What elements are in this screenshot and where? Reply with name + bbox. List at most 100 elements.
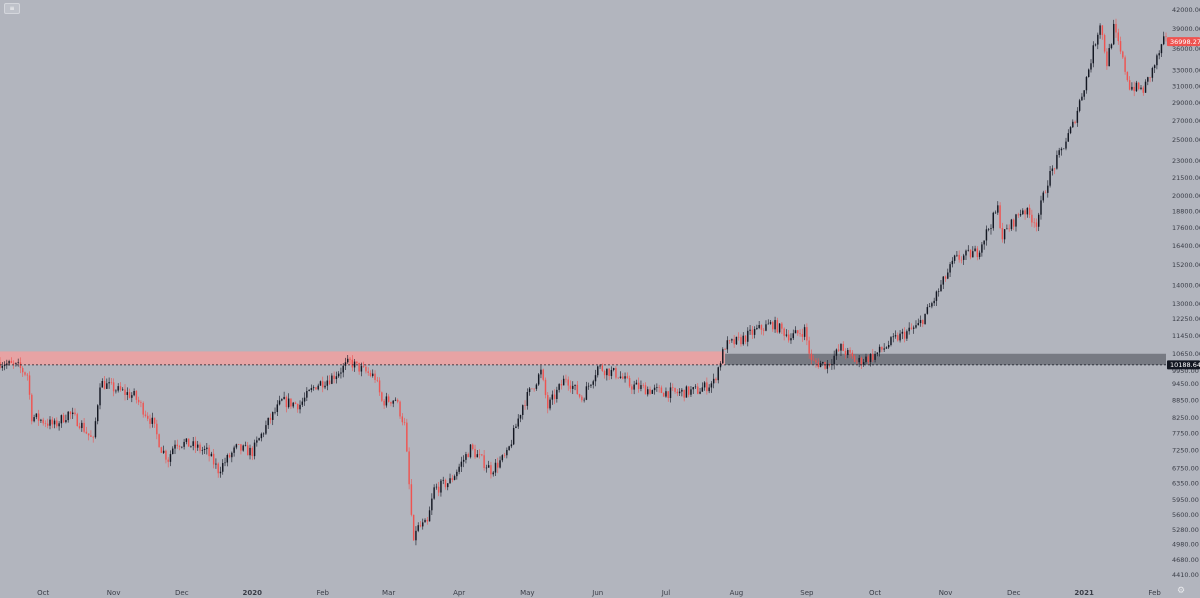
candle	[872, 348, 874, 363]
candle	[533, 388, 535, 392]
candle	[128, 388, 131, 399]
candle-body	[449, 478, 451, 484]
candle	[285, 395, 288, 413]
time-axis[interactable]: Oct Nov Dec 2020 Feb Mar Apr May Jun Jul Aug Sep Oct…	[37, 589, 1161, 597]
candle-body	[576, 384, 579, 395]
candle-body	[278, 400, 281, 405]
price-axis[interactable]: 42000.00 39000.00 36000.00 33000.00 31000.00…	[1172, 6, 1200, 579]
candle-body	[258, 438, 260, 441]
candle	[399, 400, 401, 419]
candle	[962, 253, 965, 265]
candle	[210, 451, 213, 457]
candle	[367, 367, 369, 376]
candle-body	[122, 389, 124, 391]
candle-body	[51, 419, 54, 425]
candle	[1028, 204, 1031, 219]
candle-body	[867, 356, 869, 362]
candle	[828, 363, 831, 368]
candle	[317, 383, 319, 391]
candle	[358, 362, 360, 375]
candle	[626, 372, 629, 379]
candle	[6, 359, 8, 369]
candle	[724, 347, 726, 350]
candle-body	[733, 339, 735, 345]
candle	[1078, 98, 1081, 113]
candle-body	[199, 444, 201, 451]
candle-body	[812, 359, 815, 361]
candle	[949, 262, 951, 277]
candle-body	[1106, 51, 1108, 67]
candle	[372, 369, 374, 378]
x-tick-label: 2021	[1074, 589, 1094, 597]
candle	[394, 397, 397, 402]
candle-body	[228, 454, 231, 458]
candle-body	[960, 259, 963, 261]
candle	[122, 387, 124, 391]
candle	[503, 452, 506, 458]
candle-body	[931, 303, 933, 307]
candle-body	[894, 335, 897, 337]
candle-body	[28, 375, 31, 395]
gear-icon[interactable]: ⚙	[1176, 586, 1186, 596]
candle-body	[465, 454, 467, 460]
candle	[869, 353, 872, 367]
candle	[608, 368, 610, 380]
candle-body	[235, 444, 238, 448]
candle-body	[285, 396, 288, 408]
candle-body	[356, 361, 358, 363]
candle	[1008, 224, 1010, 232]
candle	[856, 359, 858, 365]
candle	[451, 474, 454, 483]
candle-body	[997, 205, 999, 213]
candle-body	[133, 390, 135, 396]
candle	[408, 447, 410, 490]
candle-body	[1008, 228, 1010, 230]
candle	[922, 319, 924, 328]
candle	[483, 449, 485, 471]
candle-body	[392, 400, 394, 404]
candle	[262, 432, 265, 438]
candle	[685, 385, 688, 398]
candle-body	[626, 376, 629, 379]
candle	[1106, 48, 1108, 70]
candle	[892, 333, 894, 343]
candle-body	[65, 420, 67, 423]
candle-body	[56, 420, 58, 427]
candle	[981, 241, 983, 257]
candle-body	[1031, 214, 1033, 223]
candle	[135, 390, 138, 404]
candle	[519, 414, 522, 423]
candle	[442, 476, 444, 485]
candle	[699, 388, 701, 395]
candle-body	[149, 418, 151, 424]
candle	[549, 397, 551, 411]
candle	[1099, 23, 1101, 39]
y-tick-label: 29000.00	[1172, 99, 1200, 107]
candle-body	[256, 440, 258, 443]
candle-body	[1099, 25, 1101, 35]
candle	[124, 384, 126, 401]
candle-body	[1149, 77, 1151, 78]
candle-body	[201, 449, 204, 451]
candle-body	[803, 327, 806, 337]
candle	[1108, 43, 1110, 67]
candle	[590, 384, 592, 389]
candle-body	[772, 322, 774, 330]
price-badges-layer: 36998.27 10188.64	[1167, 37, 1200, 370]
candle	[967, 245, 969, 252]
candle-body	[331, 375, 333, 384]
menu-icon[interactable]: ≡	[4, 3, 20, 14]
candle	[628, 375, 631, 388]
candle	[333, 371, 335, 384]
candle	[687, 386, 690, 398]
candle	[847, 347, 849, 359]
candle-body	[1072, 121, 1074, 128]
candle-body	[578, 394, 581, 397]
candle-body	[140, 402, 142, 403]
candle-body	[533, 388, 535, 390]
candle-body	[85, 431, 88, 434]
candle	[542, 368, 544, 382]
candle-body	[567, 379, 569, 386]
